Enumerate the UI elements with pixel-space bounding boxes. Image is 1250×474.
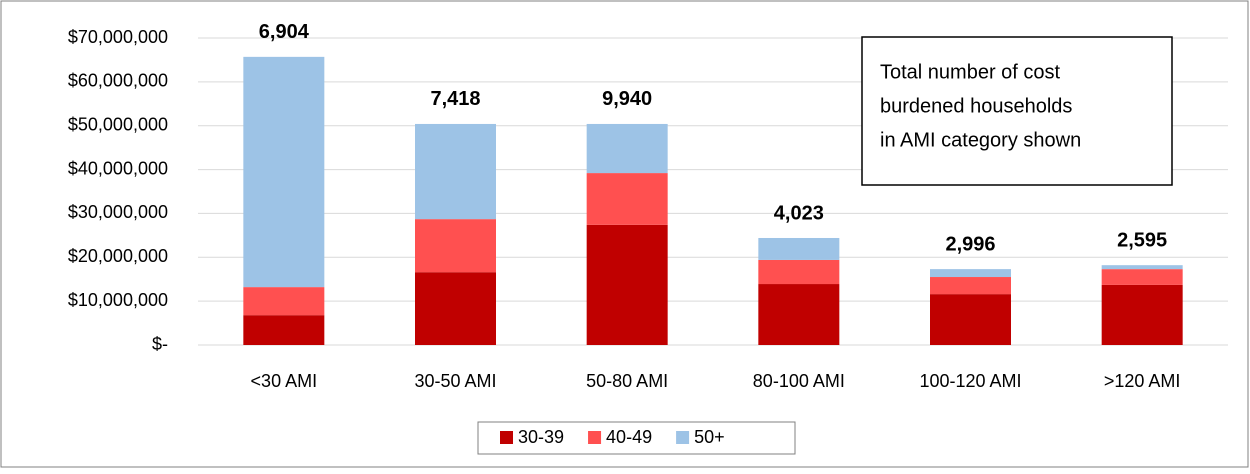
bar-segment [758, 237, 840, 260]
bar-segment [243, 315, 325, 345]
y-tick-label: $60,000,000 [68, 71, 168, 91]
y-tick-label: $70,000,000 [68, 27, 168, 47]
x-tick-label: 100-120 AMI [919, 371, 1021, 391]
bar-segment [415, 123, 496, 220]
bar-segment [415, 219, 496, 273]
x-tick-label: 50-80 AMI [586, 371, 668, 391]
y-tick-label: $40,000,000 [68, 158, 168, 178]
x-tick-label: <30 AMI [251, 371, 318, 391]
legend-label: 30-39 [518, 427, 564, 447]
bar-segment [930, 277, 1011, 295]
legend-box [477, 421, 796, 455]
bar-segment [243, 56, 325, 288]
y-tick-label: $20,000,000 [68, 246, 168, 266]
bar-segment [1101, 265, 1183, 270]
x-tick-label: 30-50 AMI [414, 371, 496, 391]
bar-label: 9,940 [602, 88, 652, 110]
bar-segment [758, 284, 840, 345]
y-tick-label: $10,000,000 [68, 290, 168, 310]
y-tick-label: $50,000,000 [68, 114, 168, 134]
annotation-box [861, 36, 1173, 186]
bar-label: 2,595 [1117, 229, 1167, 251]
bar-label: 4,023 [774, 202, 824, 224]
legend-swatch [500, 431, 513, 444]
bar-label: 6,904 [259, 21, 310, 43]
legend-label: 40-49 [606, 427, 652, 447]
bar-segment [1101, 284, 1183, 345]
bar-segment [586, 123, 668, 174]
bar-segment [1101, 269, 1183, 285]
bar-segment [243, 287, 325, 316]
y-tick-label: $30,000,000 [68, 202, 168, 222]
bar-label: 7,418 [430, 88, 480, 110]
legend-label: 50+ [694, 427, 725, 447]
annotation-text: Total number of cost [880, 61, 1061, 83]
bar-segment [930, 269, 1011, 278]
legend-swatch [588, 431, 602, 444]
legend-swatch [676, 431, 690, 444]
x-tick-label: 80-100 AMI [753, 371, 845, 391]
annotation-text: in AMI category shown [880, 129, 1081, 151]
annotation-text: burdened households [880, 95, 1072, 117]
x-tick-label: >120 AMI [1104, 371, 1181, 391]
bar-segment [586, 224, 668, 345]
bar-segment [415, 272, 496, 345]
y-tick-label: $- [152, 334, 168, 354]
bar-segment [586, 173, 668, 225]
bar-segment [930, 294, 1011, 345]
bar-label: 2,996 [945, 233, 995, 255]
bar-segment [758, 259, 840, 285]
